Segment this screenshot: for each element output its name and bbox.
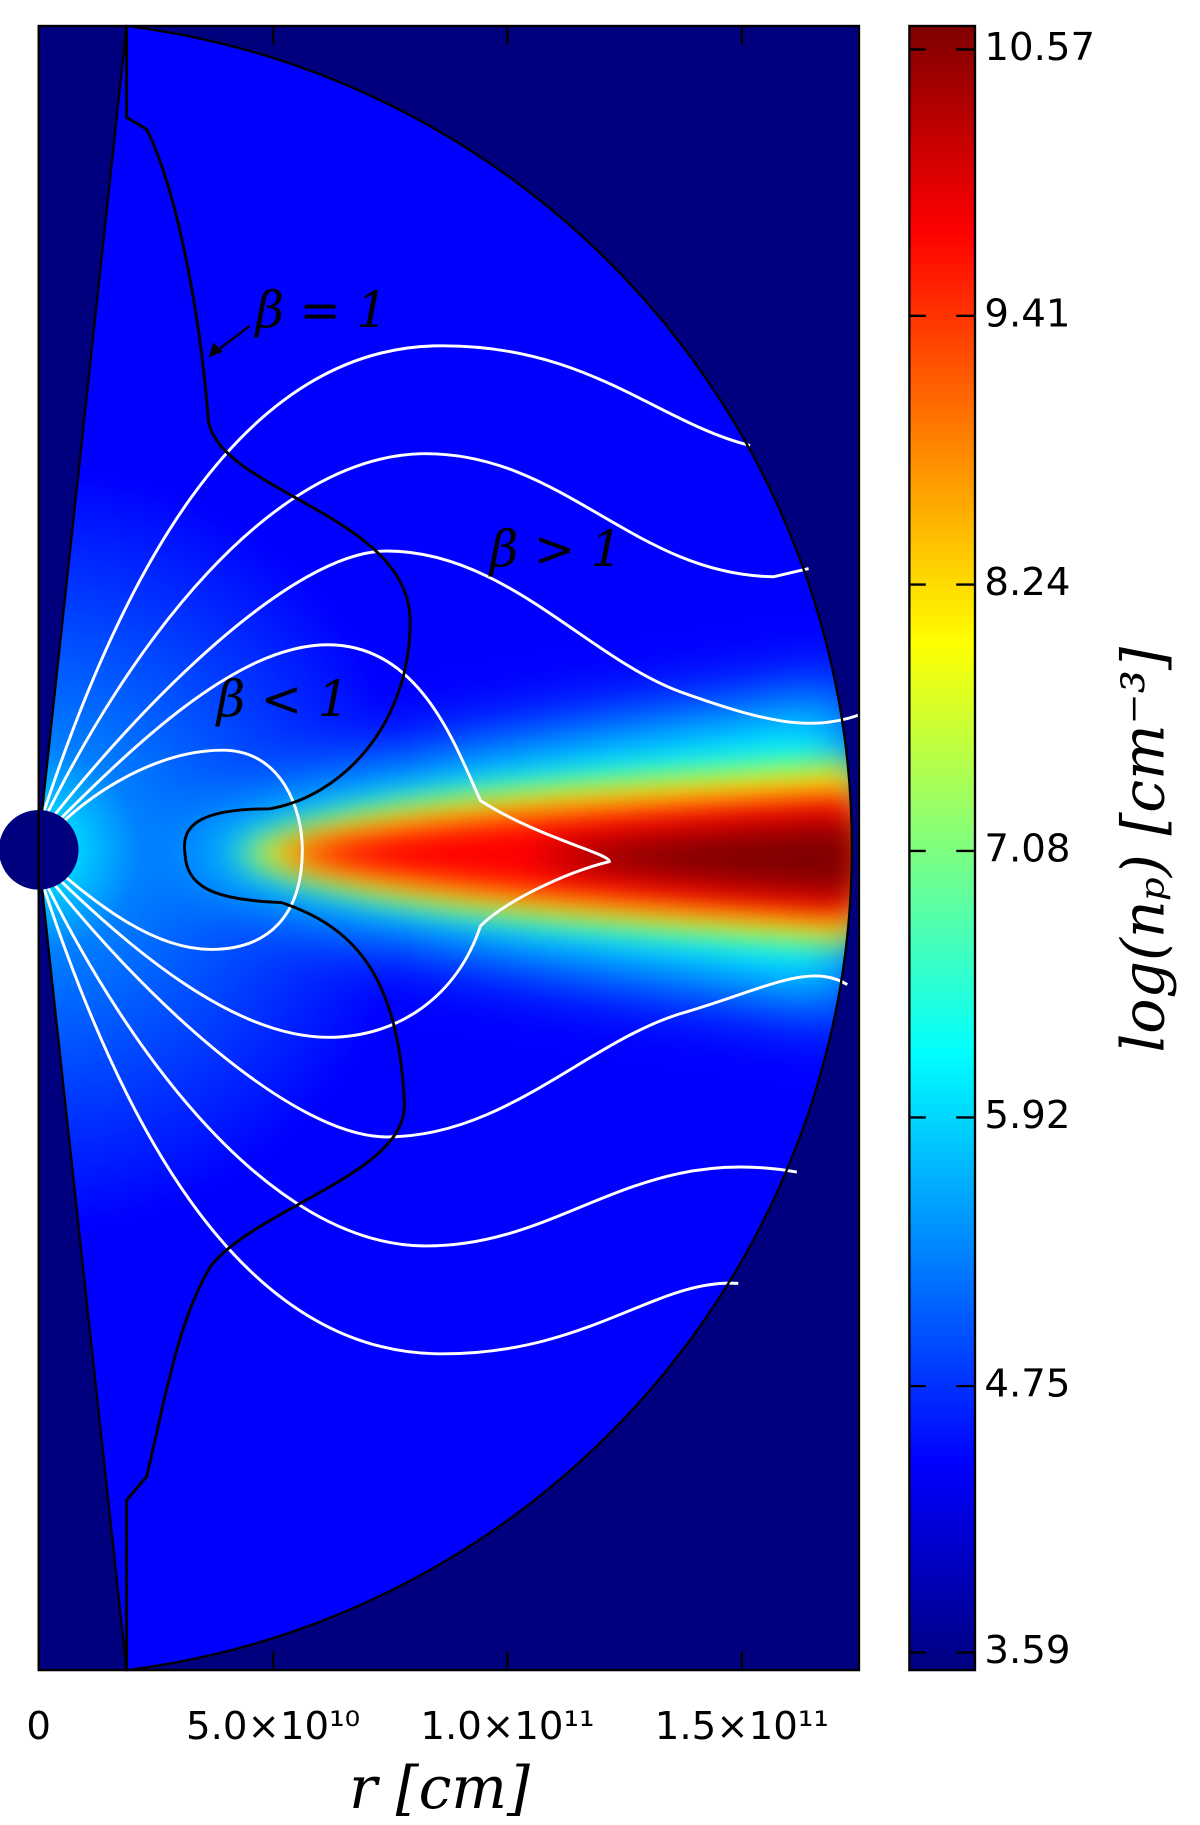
- colorbar-tick-label: 3.59: [984, 1628, 1070, 1673]
- colorbar-tick-label: 9.41: [984, 291, 1070, 336]
- colorbar-tick-label: 4.75: [984, 1362, 1070, 1407]
- annotation: β > 1: [488, 520, 622, 578]
- colorbar-tick-label: 5.92: [984, 1093, 1070, 1138]
- colorbar: [908, 24, 977, 1672]
- domain-edge: [39, 24, 854, 1672]
- x-tick-label: 1.0×10¹¹: [420, 1704, 594, 1749]
- field-lines: [39, 344, 860, 1356]
- beta-contour: [125, 25, 412, 1671]
- colorbar-tick-label: 10.57: [984, 25, 1095, 70]
- colorbar-tick-label: 7.08: [984, 826, 1070, 871]
- x-tick-label: 1.5×10¹¹: [655, 1704, 829, 1749]
- x-axis-label: r [cm]: [349, 1754, 530, 1822]
- plot-frame: [37, 24, 861, 1672]
- annotation: β < 1: [215, 670, 349, 728]
- jet: [527, 820, 852, 897]
- x-tick-label: 5.0×10¹⁰: [186, 1704, 360, 1749]
- colorbar-tick-label: 8.24: [984, 560, 1070, 605]
- colorbar-label: log(nₚ) [cm⁻³]: [1109, 647, 1177, 1053]
- arrow-head: [208, 342, 223, 358]
- x-tick-label: 0: [26, 1704, 51, 1749]
- annotation: β = 1: [253, 281, 387, 339]
